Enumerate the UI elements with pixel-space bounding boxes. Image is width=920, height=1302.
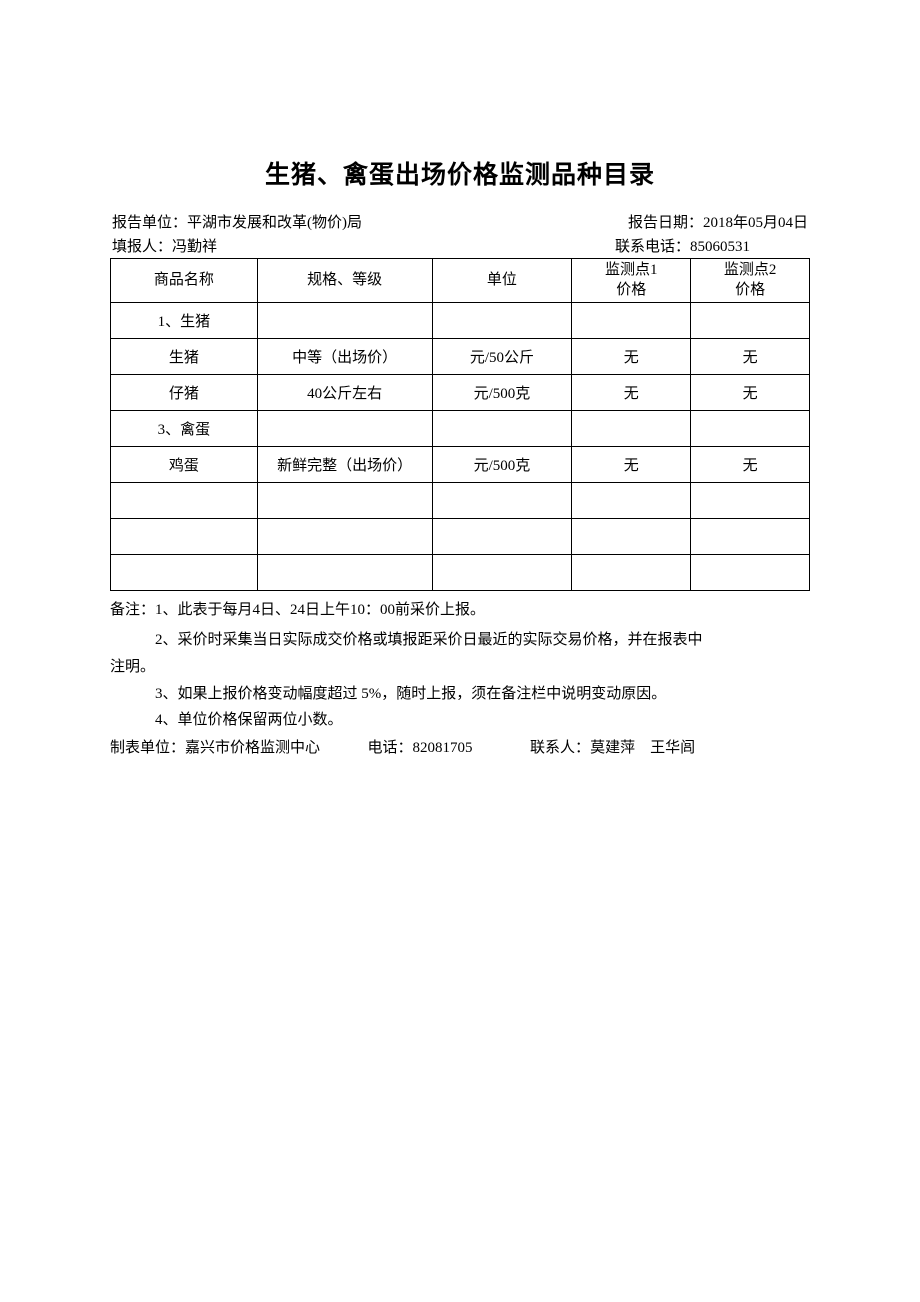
cell (572, 303, 691, 339)
report-unit-label: 报告单位： (112, 215, 187, 231)
cell: 生猪 (111, 339, 258, 375)
header-row-1: 报告单位：平湖市发展和改革(物价)局 报告日期：2018年05月04日 (110, 211, 810, 232)
footer-phone-label: 电话： (368, 740, 413, 756)
cell (111, 555, 258, 591)
header-row-2: 填报人：冯勤祥 联系电话：85060531 (110, 235, 810, 256)
cell (691, 303, 810, 339)
contact-phone: 联系电话：85060531 (615, 235, 808, 256)
cell: 无 (691, 447, 810, 483)
cell: 新鲜完整（出场价） (257, 447, 432, 483)
cell: 1、生猪 (111, 303, 258, 339)
reporter: 填报人：冯勤祥 (112, 235, 217, 256)
notes-section: 备注：1、此表于每月4日、24日上午10：00前采价上报。 2、采价时采集当日实… (110, 595, 810, 625)
report-date: 报告日期：2018年05月04日 (628, 211, 808, 232)
cell (572, 483, 691, 519)
cell (111, 483, 258, 519)
cell (257, 483, 432, 519)
note-2-cont: 注明。 (110, 655, 810, 679)
note-3: 3、如果上报价格变动幅度超过 5%，随时上报，须在备注栏中说明变动原因。 (110, 679, 810, 709)
table-row (111, 555, 810, 591)
cell: 无 (572, 339, 691, 375)
table-row: 1、生猪 (111, 303, 810, 339)
table-header-row: 商品名称 规格、等级 单位 监测点1价格 监测点2价格 (111, 259, 810, 303)
note-4: 4、单位价格保留两位小数。 (110, 709, 810, 732)
cell: 鸡蛋 (111, 447, 258, 483)
maker-value: 嘉兴市价格监测中心 (185, 740, 320, 756)
cell (257, 555, 432, 591)
note-2-wrapped: 2、采价时采集当日实际成交价格或填报距采价日最近的实际交易价格，并在报表中 (110, 625, 810, 655)
cell (432, 303, 572, 339)
cell (111, 519, 258, 555)
cell: 元/500克 (432, 447, 572, 483)
cell (432, 555, 572, 591)
report-unit-value: 平湖市发展和改革(物价)局 (187, 215, 362, 231)
table-body: 1、生猪 生猪 中等（出场价） 元/50公斤 无 无 仔猪 40公斤左右 元/5… (111, 303, 810, 591)
cell (257, 303, 432, 339)
cell (572, 555, 691, 591)
reporter-label: 填报人： (112, 239, 172, 255)
note-1-text: 1、此表于每月4日、24日上午10：00前采价上报。 (155, 602, 485, 618)
table-row: 仔猪 40公斤左右 元/500克 无 无 (111, 375, 810, 411)
cell: 无 (572, 447, 691, 483)
table-row: 生猪 中等（出场价） 元/50公斤 无 无 (111, 339, 810, 375)
price-table: 商品名称 规格、等级 单位 监测点1价格 监测点2价格 1、生猪 生猪 中等（出… (110, 258, 810, 591)
cell (432, 519, 572, 555)
cell: 无 (691, 339, 810, 375)
contact-value: 85060531 (690, 239, 750, 255)
col-header-p2: 监测点2价格 (691, 259, 810, 303)
report-date-label: 报告日期： (628, 215, 703, 231)
cell (432, 483, 572, 519)
cell: 40公斤左右 (257, 375, 432, 411)
table-row: 鸡蛋 新鲜完整（出场价） 元/500克 无 无 (111, 447, 810, 483)
reporter-value: 冯勤祥 (172, 239, 217, 255)
cell: 元/50公斤 (432, 339, 572, 375)
cell: 元/500克 (432, 375, 572, 411)
report-unit: 报告单位：平湖市发展和改革(物价)局 (112, 211, 362, 232)
col-header-unit: 单位 (432, 259, 572, 303)
footer-section: 制表单位：嘉兴市价格监测中心 电话：82081705 联系人：莫建萍 王华闾 (110, 736, 810, 757)
cell (572, 519, 691, 555)
col-header-spec: 规格、等级 (257, 259, 432, 303)
note-1: 备注：1、此表于每月4日、24日上午10：00前采价上报。 (110, 595, 810, 625)
cell (691, 555, 810, 591)
footer-contact-value: 莫建萍 王华闾 (590, 740, 695, 756)
cell: 无 (691, 375, 810, 411)
cell: 中等（出场价） (257, 339, 432, 375)
page-title: 生猪、禽蛋出场价格监测品种目录 (110, 155, 810, 191)
cell (691, 411, 810, 447)
cell: 3、禽蛋 (111, 411, 258, 447)
col-header-p1: 监测点1价格 (572, 259, 691, 303)
col-header-name: 商品名称 (111, 259, 258, 303)
cell (691, 519, 810, 555)
table-row (111, 519, 810, 555)
footer-contact-label: 联系人： (530, 740, 590, 756)
report-date-value: 2018年05月04日 (703, 215, 808, 231)
contact-label: 联系电话： (615, 239, 690, 255)
cell (432, 411, 572, 447)
footer-phone-value: 82081705 (413, 740, 473, 756)
cell (257, 411, 432, 447)
cell (257, 519, 432, 555)
table-row: 3、禽蛋 (111, 411, 810, 447)
cell: 无 (572, 375, 691, 411)
cell (691, 483, 810, 519)
cell: 仔猪 (111, 375, 258, 411)
notes-section-2: 2、采价时采集当日实际成交价格或填报距采价日最近的实际交易价格，并在报表中 注明… (110, 625, 810, 732)
cell (572, 411, 691, 447)
table-row (111, 483, 810, 519)
notes-label: 备注： (110, 602, 155, 618)
maker-label: 制表单位： (110, 740, 185, 756)
